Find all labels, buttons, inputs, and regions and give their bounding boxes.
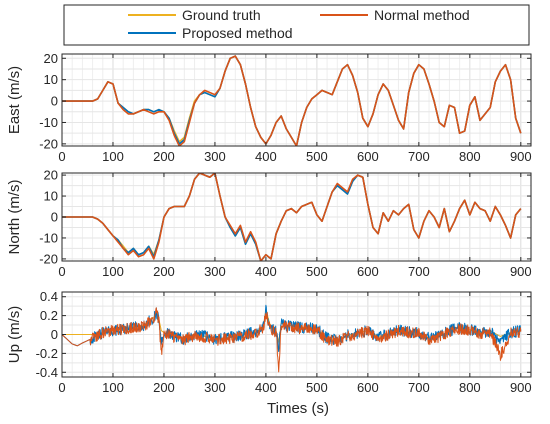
y-tick-label: -0.4 xyxy=(36,365,58,380)
series-line xyxy=(62,173,522,261)
y-tick-label: -20 xyxy=(39,136,58,151)
x-tick-label: 100 xyxy=(102,149,124,164)
series-line xyxy=(62,55,522,146)
x-tick-label: 700 xyxy=(408,149,430,164)
x-tick-label: 900 xyxy=(510,149,532,164)
y-tick-label: 10 xyxy=(44,189,58,204)
y-axis-label: North (m/s) xyxy=(6,179,23,254)
x-tick-label: 800 xyxy=(459,380,481,395)
y-tick-label: 0 xyxy=(51,94,58,109)
x-tick-label: 200 xyxy=(153,264,175,279)
y-tick-label: 10 xyxy=(44,72,58,87)
x-tick-label: 200 xyxy=(153,149,175,164)
x-tick-label: 400 xyxy=(255,149,277,164)
panel: 0 100 200 300 400 500 600 700 800 900 -0.4 -0.2 0 0.2… xyxy=(6,289,532,395)
x-tick-label: 300 xyxy=(204,264,226,279)
series-line xyxy=(62,307,522,373)
x-tick-label: 500 xyxy=(306,380,328,395)
y-tick-label: -20 xyxy=(39,251,58,266)
y-axis-label: Up (m/s) xyxy=(6,306,23,364)
x-tick-label: 0 xyxy=(58,264,65,279)
y-tick-label: -10 xyxy=(39,230,58,245)
series-group xyxy=(62,304,522,373)
x-tick-label: 400 xyxy=(255,380,277,395)
legend-entry: Ground truth xyxy=(128,7,261,23)
y-tick-label: 0.2 xyxy=(40,308,58,323)
y-tick-label: 0 xyxy=(51,327,58,342)
series-group xyxy=(62,55,522,146)
x-tick-label: 900 xyxy=(510,264,532,279)
y-axis-label: East (m/s) xyxy=(6,66,23,134)
x-tick-label: 600 xyxy=(357,149,379,164)
legend-entry: Normal method xyxy=(320,7,470,23)
x-tick-label: 200 xyxy=(153,380,175,395)
x-tick-label: 500 xyxy=(306,264,328,279)
panels: 0 100 200 300 400 500 600 700 800 900-20-1001020E… xyxy=(6,51,532,395)
x-tick-label: 100 xyxy=(102,380,124,395)
y-tick-label: 0 xyxy=(51,210,58,225)
legend-label: Proposed method xyxy=(182,25,293,41)
legend-box xyxy=(63,4,530,46)
x-tick-label: 100 xyxy=(102,264,124,279)
legend-label: Ground truth xyxy=(182,7,261,23)
axes-frame xyxy=(61,53,532,147)
x-tick-label: 700 xyxy=(408,264,430,279)
x-tick-label: 300 xyxy=(204,149,226,164)
x-tick-label: 500 xyxy=(306,149,328,164)
panel: 0 100 200 300 400 500 600 700 800 900 -20 -10 0 10 20 N… xyxy=(6,168,532,279)
x-tick-label: 800 xyxy=(459,264,481,279)
x-tick-label: 700 xyxy=(408,380,430,395)
legend: Ground truth Normal method Proposed method xyxy=(63,4,530,46)
y-tick-label: -0.2 xyxy=(36,346,58,361)
x-tick-label: 0 xyxy=(58,380,65,395)
series-group xyxy=(62,173,522,261)
x-tick-label: 400 xyxy=(255,264,277,279)
y-tick-label: 20 xyxy=(44,51,58,66)
x-tick-label: 800 xyxy=(459,149,481,164)
legend-label: Normal method xyxy=(374,7,470,23)
legend-entry: Proposed method xyxy=(128,25,293,41)
x-axis-label: Times (s) xyxy=(267,400,329,417)
y-tick-label: -10 xyxy=(39,115,58,130)
y-tick-label: 0.4 xyxy=(40,289,58,304)
x-tick-label: 0 xyxy=(58,149,65,164)
x-tick-label: 600 xyxy=(357,264,379,279)
y-tick-label: 20 xyxy=(44,168,58,183)
x-tick-label: 300 xyxy=(204,380,226,395)
x-tick-label: 900 xyxy=(510,380,532,395)
panel: 0 100 200 300 400 500 600 700 800 900 -20 -10 0 10 20 E… xyxy=(6,51,532,164)
x-tick-label: 600 xyxy=(357,380,379,395)
